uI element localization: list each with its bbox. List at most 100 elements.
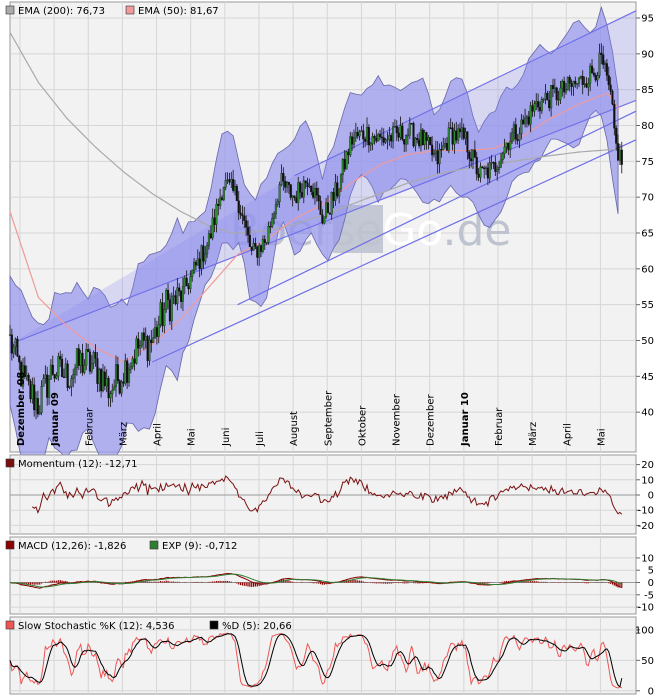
candle-body — [382, 137, 385, 143]
candle-body — [373, 136, 376, 139]
y-tick-label: 55 — [641, 300, 654, 311]
legend-swatch — [149, 540, 159, 550]
candle-body — [425, 132, 428, 141]
candle-body — [230, 179, 233, 183]
candle-body — [449, 127, 452, 129]
candle-body — [228, 179, 231, 183]
candle-body — [272, 213, 276, 219]
candle-body — [83, 365, 86, 373]
candle-body — [598, 52, 601, 76]
candle-body — [250, 246, 253, 251]
candle-body — [551, 85, 555, 90]
candle-body — [497, 167, 501, 170]
candle-body — [10, 334, 13, 354]
candle-body — [471, 149, 475, 162]
candle-body — [139, 345, 142, 349]
x-tick-label: Mai — [187, 428, 198, 446]
candle-body — [211, 217, 214, 239]
candle-body — [161, 302, 164, 327]
candle-body — [522, 119, 525, 125]
x-tick-label: Juni — [221, 428, 232, 447]
x-tick-label: Dezember 08 — [16, 372, 27, 446]
candle-body — [96, 358, 99, 384]
candle-body — [237, 200, 240, 214]
candle-body — [360, 130, 363, 132]
candle-body — [193, 262, 196, 271]
candle-body — [384, 139, 387, 143]
candle-body — [122, 381, 125, 384]
candle-body — [512, 124, 515, 133]
candle-body — [494, 162, 497, 172]
candle-body — [596, 75, 599, 81]
candle-body — [241, 214, 244, 217]
candle-body — [380, 136, 383, 139]
candle-body — [557, 99, 560, 101]
candle-body — [194, 262, 197, 266]
candle-body — [496, 169, 499, 172]
candle-body — [418, 139, 421, 146]
candle-body — [46, 374, 49, 398]
candle-body — [481, 166, 484, 169]
candle-body — [49, 364, 52, 380]
bollinger-band — [9, 5, 619, 487]
candle-body — [566, 77, 569, 90]
candle-body — [464, 131, 467, 139]
candle-body — [563, 80, 566, 93]
candle-body — [42, 378, 45, 387]
candle-body — [486, 167, 489, 179]
candle-body — [297, 182, 300, 203]
stochastic-panel: 100 50 0 Slow Stochastic %K (12): 4,536 %D (… — [5, 616, 654, 697]
candle-body — [339, 174, 343, 190]
x-tick-label: März — [118, 422, 129, 446]
candle-body — [511, 132, 514, 142]
candle-body — [440, 149, 443, 151]
candle-body — [8, 334, 12, 336]
candle-body — [51, 364, 54, 375]
candle-body — [178, 287, 181, 292]
candle-body — [109, 393, 112, 399]
candle-body — [535, 101, 538, 105]
candle-body — [527, 116, 530, 125]
candle-body — [302, 180, 305, 198]
candle-body — [581, 76, 584, 85]
candle-body — [444, 143, 447, 146]
candle-body — [40, 386, 43, 413]
stoch-k-line — [9, 632, 623, 689]
candle-body — [555, 87, 558, 101]
candle-body — [168, 299, 171, 322]
candle-body — [252, 243, 255, 251]
candle-body — [310, 185, 313, 192]
candle-body — [213, 217, 216, 225]
candle-body — [587, 83, 590, 88]
candle-body — [181, 286, 184, 302]
candle-body — [57, 356, 60, 377]
candle-body — [70, 378, 73, 387]
candle-body — [308, 185, 311, 188]
candle-body — [263, 239, 266, 243]
candle-body — [313, 188, 317, 198]
candle-body — [447, 127, 450, 151]
candle-body — [451, 127, 454, 145]
watermark-part: Go — [382, 205, 442, 256]
price-panel: 40 45 50 55 60 65 70 75 80 85 90 95 EMA (200): 76,73… — [5, 1, 654, 487]
legend-label: %D (5): 20,66 — [222, 621, 292, 632]
candle-body — [546, 92, 549, 101]
y-tick-label: -5 — [644, 590, 654, 601]
candle-body — [431, 144, 434, 156]
candle-body — [386, 139, 389, 141]
candle-body — [222, 187, 225, 200]
candle-body — [410, 123, 413, 125]
candle-body — [364, 138, 367, 142]
candle-body — [204, 253, 207, 262]
candle-body — [176, 287, 179, 305]
trend-channel-line — [237, 110, 637, 306]
candle-body — [577, 77, 581, 84]
legend-swatch — [125, 5, 135, 15]
macd-line — [9, 573, 623, 589]
candle-body — [434, 150, 437, 154]
legend-swatch — [209, 620, 219, 630]
candle-body — [553, 87, 556, 90]
candle-body — [369, 143, 372, 146]
candle-body — [68, 386, 71, 388]
candle-body — [239, 212, 242, 215]
